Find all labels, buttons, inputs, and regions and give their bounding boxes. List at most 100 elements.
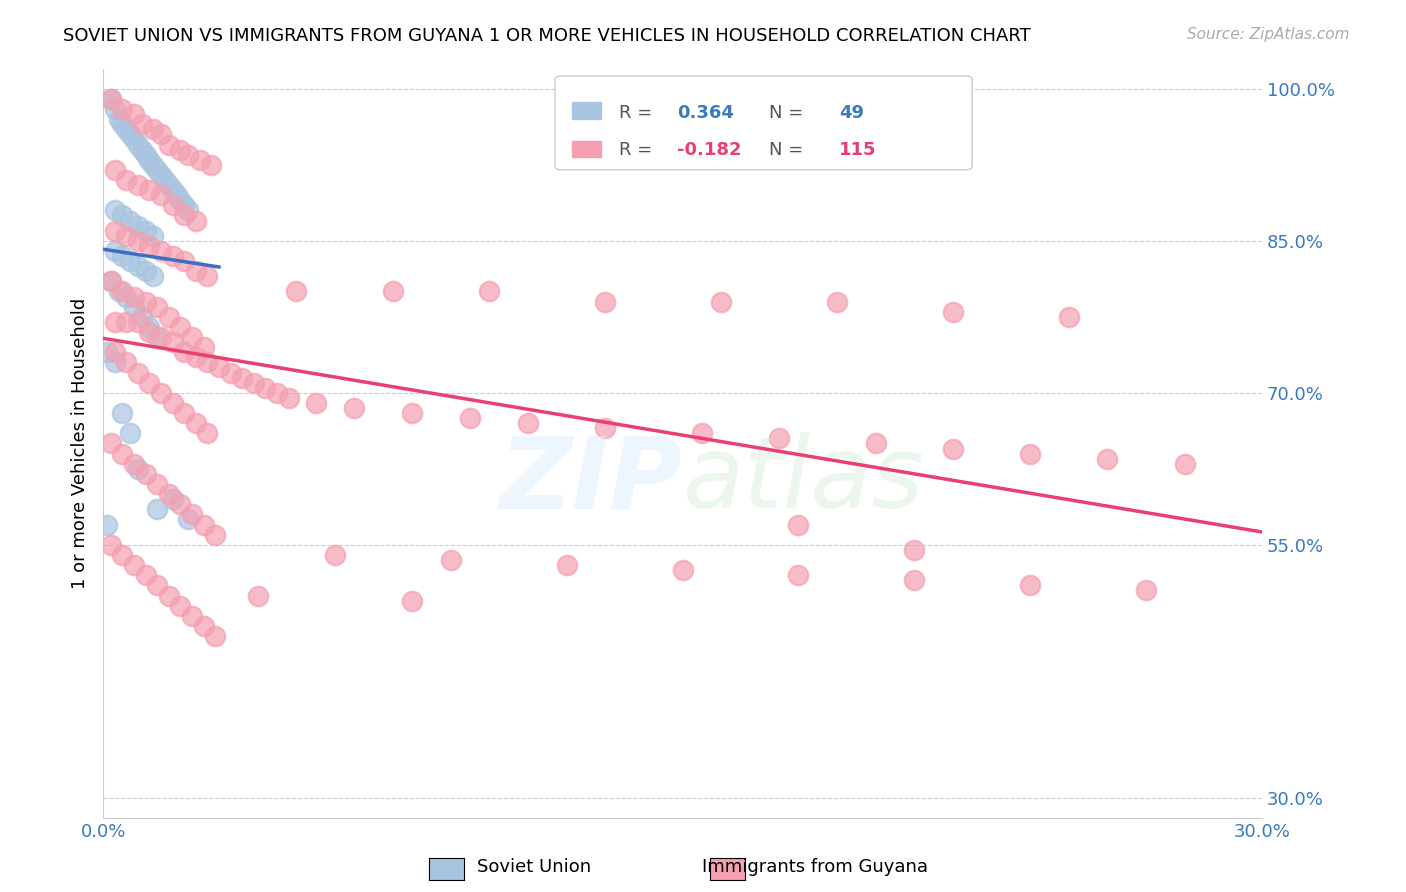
Point [162, 183, 184, 197]
Point [162, 198, 184, 212]
Text: Source: ZipAtlas.com: Source: ZipAtlas.com [1187, 27, 1350, 42]
Point [169, 497, 191, 511]
Point [231, 370, 253, 384]
Point [150, 188, 173, 202]
Text: Soviet Union: Soviet Union [477, 858, 592, 876]
Point [903, 542, 925, 557]
Text: R = -0.182   N = 115: R = -0.182 N = 115 [583, 133, 772, 152]
Point [184, 213, 207, 227]
Point [122, 457, 145, 471]
Point [193, 340, 215, 354]
Point [131, 310, 153, 324]
Point [197, 269, 219, 284]
Text: 115: 115 [839, 142, 876, 160]
Point [100, 92, 122, 106]
Point [401, 593, 423, 607]
Point [135, 224, 157, 238]
Point [138, 153, 160, 167]
Point [111, 548, 134, 562]
Point [146, 502, 169, 516]
Point [173, 254, 195, 268]
Point [146, 578, 169, 592]
Point [104, 102, 127, 116]
Point [1019, 447, 1042, 461]
Point [1019, 578, 1042, 592]
Point [184, 264, 207, 278]
Point [381, 285, 404, 299]
Point [120, 128, 142, 142]
Point [146, 330, 169, 344]
Point [162, 249, 184, 263]
Point [100, 274, 122, 288]
Text: Immigrants from Guyana: Immigrants from Guyana [703, 858, 928, 876]
Point [127, 259, 149, 273]
Point [100, 92, 122, 106]
Point [157, 589, 180, 603]
Text: SOVIET UNION VS IMMIGRANTS FROM GUYANA 1 OR MORE VEHICLES IN HOUSEHOLD CORRELATI: SOVIET UNION VS IMMIGRANTS FROM GUYANA 1… [63, 27, 1031, 45]
Point [127, 137, 149, 152]
Point [122, 107, 145, 121]
Point [204, 527, 226, 541]
Point [768, 432, 790, 446]
Point [200, 158, 222, 172]
Point [181, 330, 204, 344]
Point [138, 376, 160, 390]
Point [120, 213, 142, 227]
Point [135, 467, 157, 481]
Point [266, 385, 288, 400]
Point [142, 158, 165, 172]
Point [787, 517, 810, 532]
Point [127, 234, 149, 248]
Point [150, 128, 173, 142]
Point [181, 508, 204, 522]
Text: R = 0.364   N = 49: R = 0.364 N = 49 [583, 103, 755, 121]
Point [787, 568, 810, 582]
Point [111, 117, 134, 131]
Point [150, 244, 173, 258]
Point [127, 462, 149, 476]
Point [184, 416, 207, 430]
Point [115, 355, 138, 369]
Point [138, 239, 160, 253]
Point [825, 294, 848, 309]
Text: -0.182: -0.182 [676, 142, 741, 160]
Point [146, 300, 169, 314]
Point [323, 548, 346, 562]
Text: R =: R = [619, 142, 658, 160]
Point [157, 137, 180, 152]
Point [122, 132, 145, 146]
Point [204, 629, 226, 643]
Point [100, 436, 122, 450]
Point [478, 285, 501, 299]
Point [401, 406, 423, 420]
Point [107, 285, 129, 299]
Point [517, 416, 540, 430]
Text: N =: N = [769, 142, 810, 160]
Point [120, 254, 142, 268]
Point [138, 325, 160, 339]
Point [115, 122, 138, 136]
Point [122, 300, 145, 314]
Point [1097, 451, 1119, 466]
Point [162, 396, 184, 410]
Point [865, 436, 887, 450]
Point [173, 209, 195, 223]
Point [135, 147, 157, 161]
Point [115, 315, 138, 329]
Point [177, 147, 200, 161]
Text: 49: 49 [839, 103, 863, 121]
Point [555, 558, 578, 573]
Point [162, 492, 184, 507]
Point [193, 619, 215, 633]
Point [115, 228, 138, 243]
Point [100, 538, 122, 552]
Point [197, 426, 219, 441]
Point [127, 219, 149, 233]
Point [277, 391, 299, 405]
Text: N =: N = [769, 103, 810, 121]
Point [671, 563, 693, 577]
Point [173, 198, 195, 212]
Text: ZIP: ZIP [499, 433, 682, 530]
Point [115, 289, 138, 303]
Point [111, 447, 134, 461]
